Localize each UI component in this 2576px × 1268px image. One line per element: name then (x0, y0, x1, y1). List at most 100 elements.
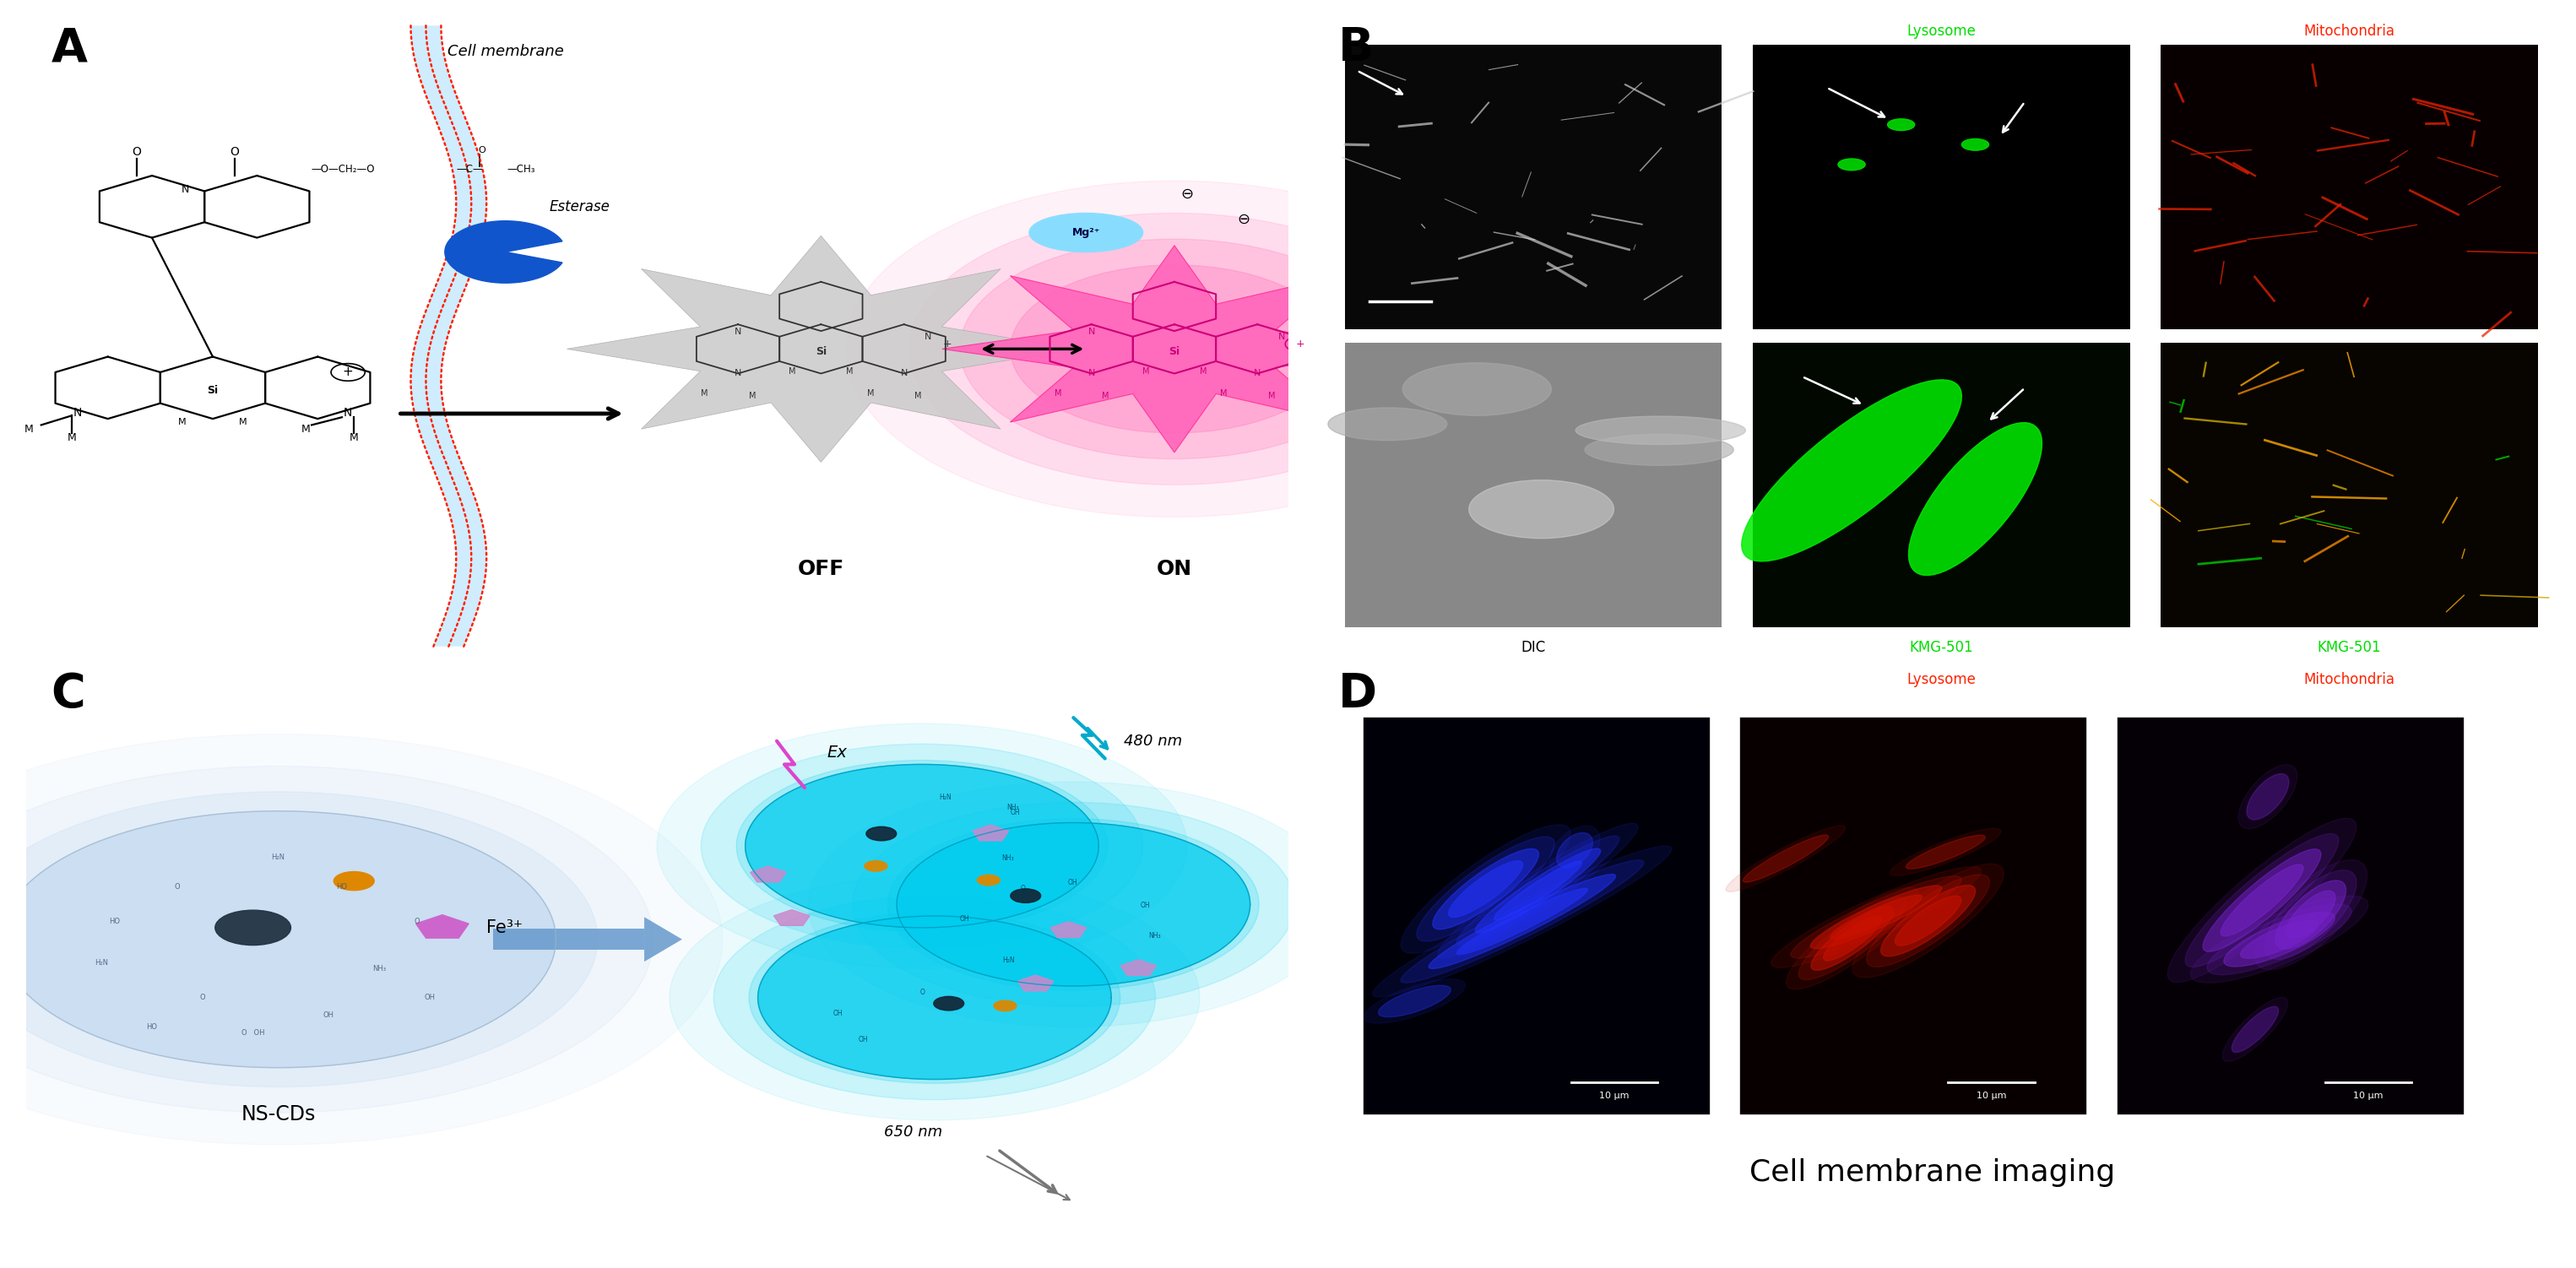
Circle shape (657, 724, 1188, 969)
FancyBboxPatch shape (1752, 342, 2130, 626)
Polygon shape (446, 221, 562, 283)
Circle shape (670, 875, 1200, 1120)
Text: KMG-501: KMG-501 (2318, 640, 2380, 656)
Ellipse shape (1891, 828, 2002, 876)
FancyBboxPatch shape (2117, 718, 2463, 1115)
Ellipse shape (1430, 874, 1615, 969)
Text: KMG-501: KMG-501 (1502, 23, 1566, 38)
Text: 480 nm: 480 nm (1123, 733, 1182, 748)
Ellipse shape (2184, 833, 2339, 967)
Text: M: M (701, 389, 708, 397)
Text: A: A (52, 25, 88, 71)
Text: D: D (1340, 671, 1378, 716)
Text: M: M (301, 425, 309, 435)
Circle shape (750, 912, 1121, 1083)
Text: Fe³⁺: Fe³⁺ (487, 919, 523, 936)
Polygon shape (415, 914, 469, 938)
Ellipse shape (1909, 422, 2043, 576)
Text: NH₃: NH₃ (1002, 855, 1015, 862)
Text: Mitochondria: Mitochondria (2303, 672, 2396, 687)
Text: M: M (788, 366, 796, 375)
Text: Mg²⁺: Mg²⁺ (1072, 227, 1100, 238)
Text: B: B (1340, 25, 1373, 71)
Polygon shape (1018, 975, 1054, 992)
Text: NH₃: NH₃ (374, 965, 386, 973)
Ellipse shape (1726, 825, 1844, 891)
Text: ⊖: ⊖ (1180, 186, 1193, 202)
Ellipse shape (1329, 408, 1448, 440)
FancyBboxPatch shape (1345, 342, 1721, 626)
Ellipse shape (1852, 864, 2004, 978)
Circle shape (1010, 889, 1041, 903)
Ellipse shape (1880, 885, 1976, 956)
Circle shape (701, 744, 1144, 948)
Ellipse shape (1468, 481, 1613, 539)
Circle shape (909, 213, 1440, 484)
Text: Cell membrane: Cell membrane (448, 44, 564, 60)
Ellipse shape (1556, 833, 1592, 867)
Ellipse shape (2241, 921, 2318, 959)
Text: N: N (734, 327, 742, 336)
Circle shape (809, 782, 1340, 1027)
Ellipse shape (2190, 896, 2367, 983)
Circle shape (714, 895, 1157, 1099)
Text: HO: HO (147, 1023, 157, 1031)
Polygon shape (896, 823, 1249, 987)
Text: M: M (1200, 366, 1206, 375)
Text: Esterase: Esterase (549, 199, 611, 214)
Text: M: M (1054, 389, 1061, 397)
FancyBboxPatch shape (2161, 44, 2537, 330)
Text: Mitochondria: Mitochondria (2303, 23, 2396, 38)
Text: OH: OH (961, 914, 969, 922)
Text: +: + (1296, 339, 1306, 350)
Text: 10 μm: 10 μm (2354, 1092, 2383, 1099)
Ellipse shape (2223, 998, 2287, 1061)
Text: —C—: —C— (456, 164, 484, 175)
Circle shape (0, 791, 598, 1087)
FancyBboxPatch shape (1363, 718, 1710, 1115)
Text: O: O (131, 146, 142, 158)
FancyBboxPatch shape (492, 929, 644, 950)
Text: 10 μm: 10 μm (1976, 1092, 2007, 1099)
Text: N: N (925, 332, 933, 341)
Text: O: O (1020, 885, 1025, 893)
FancyBboxPatch shape (2161, 342, 2537, 626)
Text: —CH₃: —CH₃ (507, 164, 536, 175)
Ellipse shape (1829, 895, 1922, 940)
Polygon shape (1121, 960, 1157, 975)
Ellipse shape (1811, 907, 1893, 970)
Polygon shape (567, 236, 1074, 462)
Ellipse shape (2223, 912, 2334, 966)
Ellipse shape (1798, 896, 1906, 980)
Text: Si: Si (206, 385, 219, 397)
Text: N: N (1278, 332, 1285, 341)
Text: O: O (229, 146, 240, 158)
Text: N: N (1087, 327, 1095, 336)
Text: Si: Si (817, 346, 827, 356)
Text: C: C (52, 671, 85, 716)
Ellipse shape (2285, 890, 2336, 938)
Ellipse shape (1790, 876, 1960, 959)
Text: OH: OH (858, 1036, 868, 1044)
Text: ON: ON (1157, 559, 1193, 579)
Ellipse shape (1378, 985, 1450, 1017)
Circle shape (961, 238, 1388, 459)
Circle shape (866, 861, 886, 871)
Ellipse shape (1888, 119, 1914, 131)
Circle shape (933, 997, 963, 1011)
Text: O: O (175, 883, 180, 890)
Text: KMG-501: KMG-501 (1909, 640, 1973, 656)
Ellipse shape (2254, 860, 2367, 970)
Ellipse shape (1839, 158, 1865, 170)
Text: H₂N: H₂N (1002, 956, 1015, 964)
Ellipse shape (1458, 889, 1587, 955)
Text: H₂N: H₂N (95, 959, 108, 966)
Ellipse shape (1811, 885, 1942, 948)
Ellipse shape (1417, 837, 1556, 941)
FancyBboxPatch shape (1345, 44, 1721, 330)
Ellipse shape (1401, 363, 1551, 416)
Polygon shape (773, 909, 809, 926)
Text: HO: HO (108, 918, 118, 926)
Ellipse shape (2239, 765, 2298, 829)
Ellipse shape (1744, 834, 1829, 883)
